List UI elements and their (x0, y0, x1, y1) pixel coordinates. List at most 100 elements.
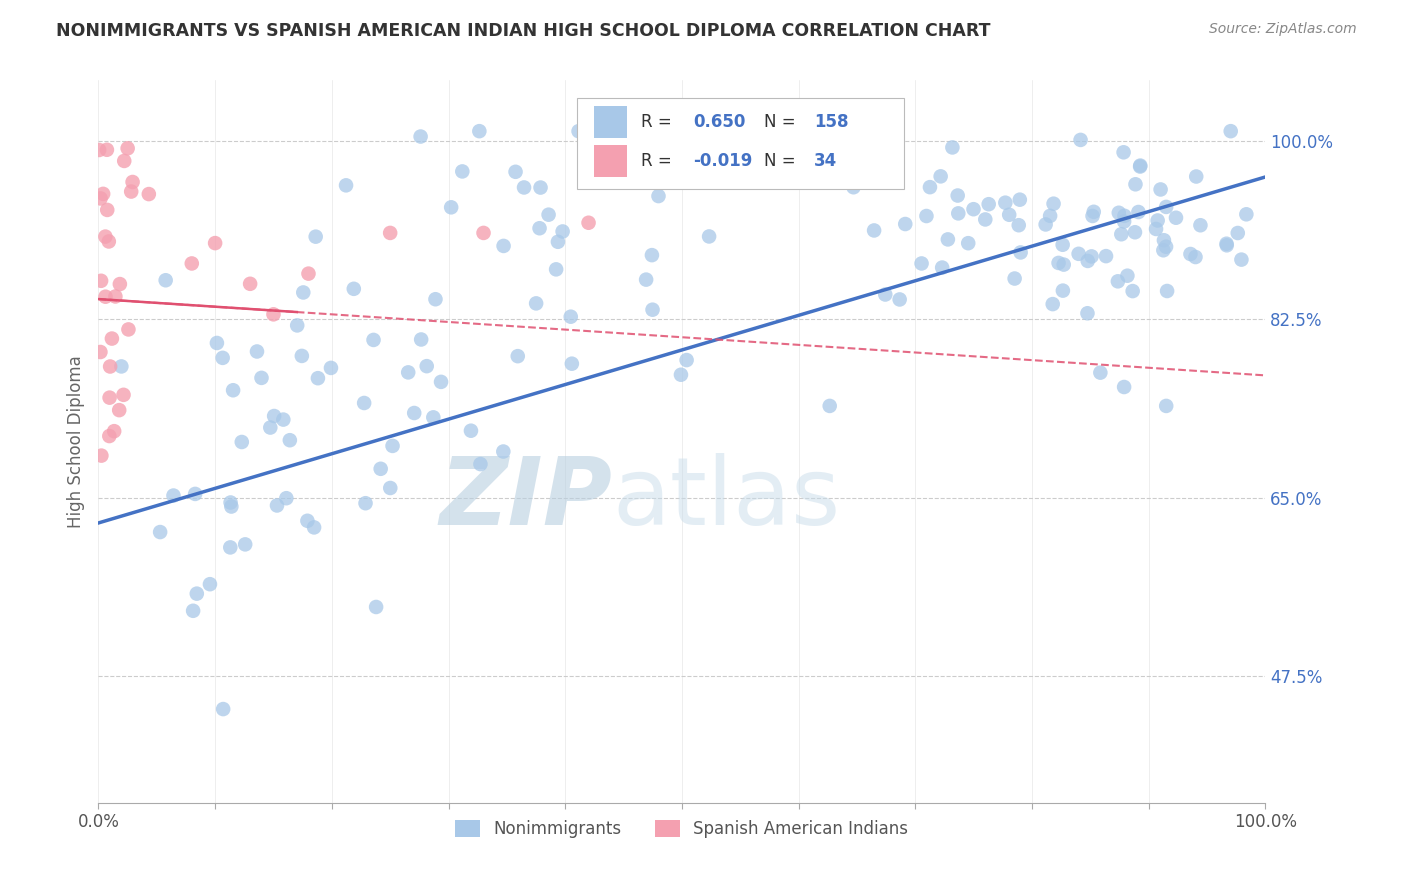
Point (98, 391, 121, 405)
Point (1234, 207, 1257, 221)
Point (1004, 271, 1026, 285)
Point (1180, 247, 1202, 261)
Point (560, 310, 582, 324)
Point (411, 333, 433, 347)
FancyBboxPatch shape (576, 98, 904, 189)
Point (353, 396, 375, 410)
Point (335, 178, 357, 193)
Point (869, 167, 891, 181)
Point (1125, 178, 1147, 192)
Point (97, 235, 120, 249)
Point (492, 444, 515, 458)
Point (219, 541, 242, 555)
Point (506, 349, 529, 363)
Point (1008, 218, 1031, 232)
Point (524, 296, 547, 310)
Point (1076, 306, 1098, 320)
Point (440, 200, 463, 214)
Point (537, 208, 560, 222)
Point (472, 226, 495, 240)
Point (1081, 209, 1104, 223)
Point (250, 371, 273, 385)
Point (204, 236, 226, 251)
Point (918, 180, 941, 194)
Point (1042, 297, 1064, 311)
Point (875, 287, 897, 301)
Point (90, 274, 112, 288)
Point (370, 462, 392, 476)
Point (292, 285, 315, 300)
Text: N =: N = (763, 113, 796, 131)
Point (112, 388, 135, 402)
Point (380, 481, 402, 495)
Point (96, 143, 118, 157)
Point (592, 124, 614, 138)
Point (110, 359, 132, 374)
Point (551, 224, 574, 238)
Point (263, 409, 285, 423)
Point (962, 202, 984, 217)
Point (120, 185, 142, 199)
Point (842, 180, 865, 194)
Point (1154, 200, 1177, 214)
Point (697, 229, 720, 244)
Point (302, 520, 325, 534)
Point (889, 293, 911, 307)
Point (936, 232, 959, 246)
Point (1107, 274, 1129, 288)
Point (1123, 225, 1146, 239)
Point (212, 702, 235, 716)
Point (94, 290, 117, 304)
Point (1189, 219, 1212, 233)
Point (1111, 227, 1133, 242)
Point (1146, 213, 1168, 227)
Point (675, 353, 697, 368)
Point (108, 277, 131, 291)
Point (1230, 252, 1253, 267)
Point (219, 495, 242, 509)
Point (90, 449, 112, 463)
Point (262, 307, 284, 321)
Point (513, 180, 536, 194)
Text: ZIP: ZIP (439, 453, 612, 545)
Point (1047, 256, 1070, 270)
Point (1095, 249, 1118, 263)
Point (1042, 196, 1064, 211)
Point (1149, 182, 1171, 196)
Point (505, 165, 527, 179)
Point (1108, 206, 1130, 220)
Point (108, 403, 131, 417)
Point (291, 349, 314, 363)
Point (1008, 193, 1031, 207)
Point (1112, 145, 1135, 160)
Point (91, 186, 114, 201)
Point (430, 375, 453, 389)
Point (354, 496, 377, 510)
Point (1052, 237, 1074, 252)
Point (1067, 247, 1090, 261)
Y-axis label: High School Diploma: High School Diploma (66, 355, 84, 528)
Text: 158: 158 (814, 113, 848, 131)
Point (1122, 284, 1144, 298)
Point (1219, 124, 1241, 138)
Point (1154, 240, 1177, 254)
Point (138, 187, 160, 202)
Point (404, 406, 426, 420)
Point (266, 499, 288, 513)
Point (894, 217, 917, 231)
Point (1083, 204, 1105, 219)
Point (205, 336, 228, 351)
Point (1080, 249, 1102, 263)
Point (1116, 268, 1139, 283)
Point (1010, 245, 1032, 260)
Point (94, 229, 117, 244)
Point (343, 282, 366, 296)
Point (422, 410, 444, 425)
Point (929, 169, 952, 184)
Point (1128, 205, 1150, 219)
Point (1114, 380, 1136, 394)
Point (641, 302, 664, 317)
Point (957, 236, 980, 251)
Point (149, 524, 172, 539)
Point (818, 399, 841, 413)
